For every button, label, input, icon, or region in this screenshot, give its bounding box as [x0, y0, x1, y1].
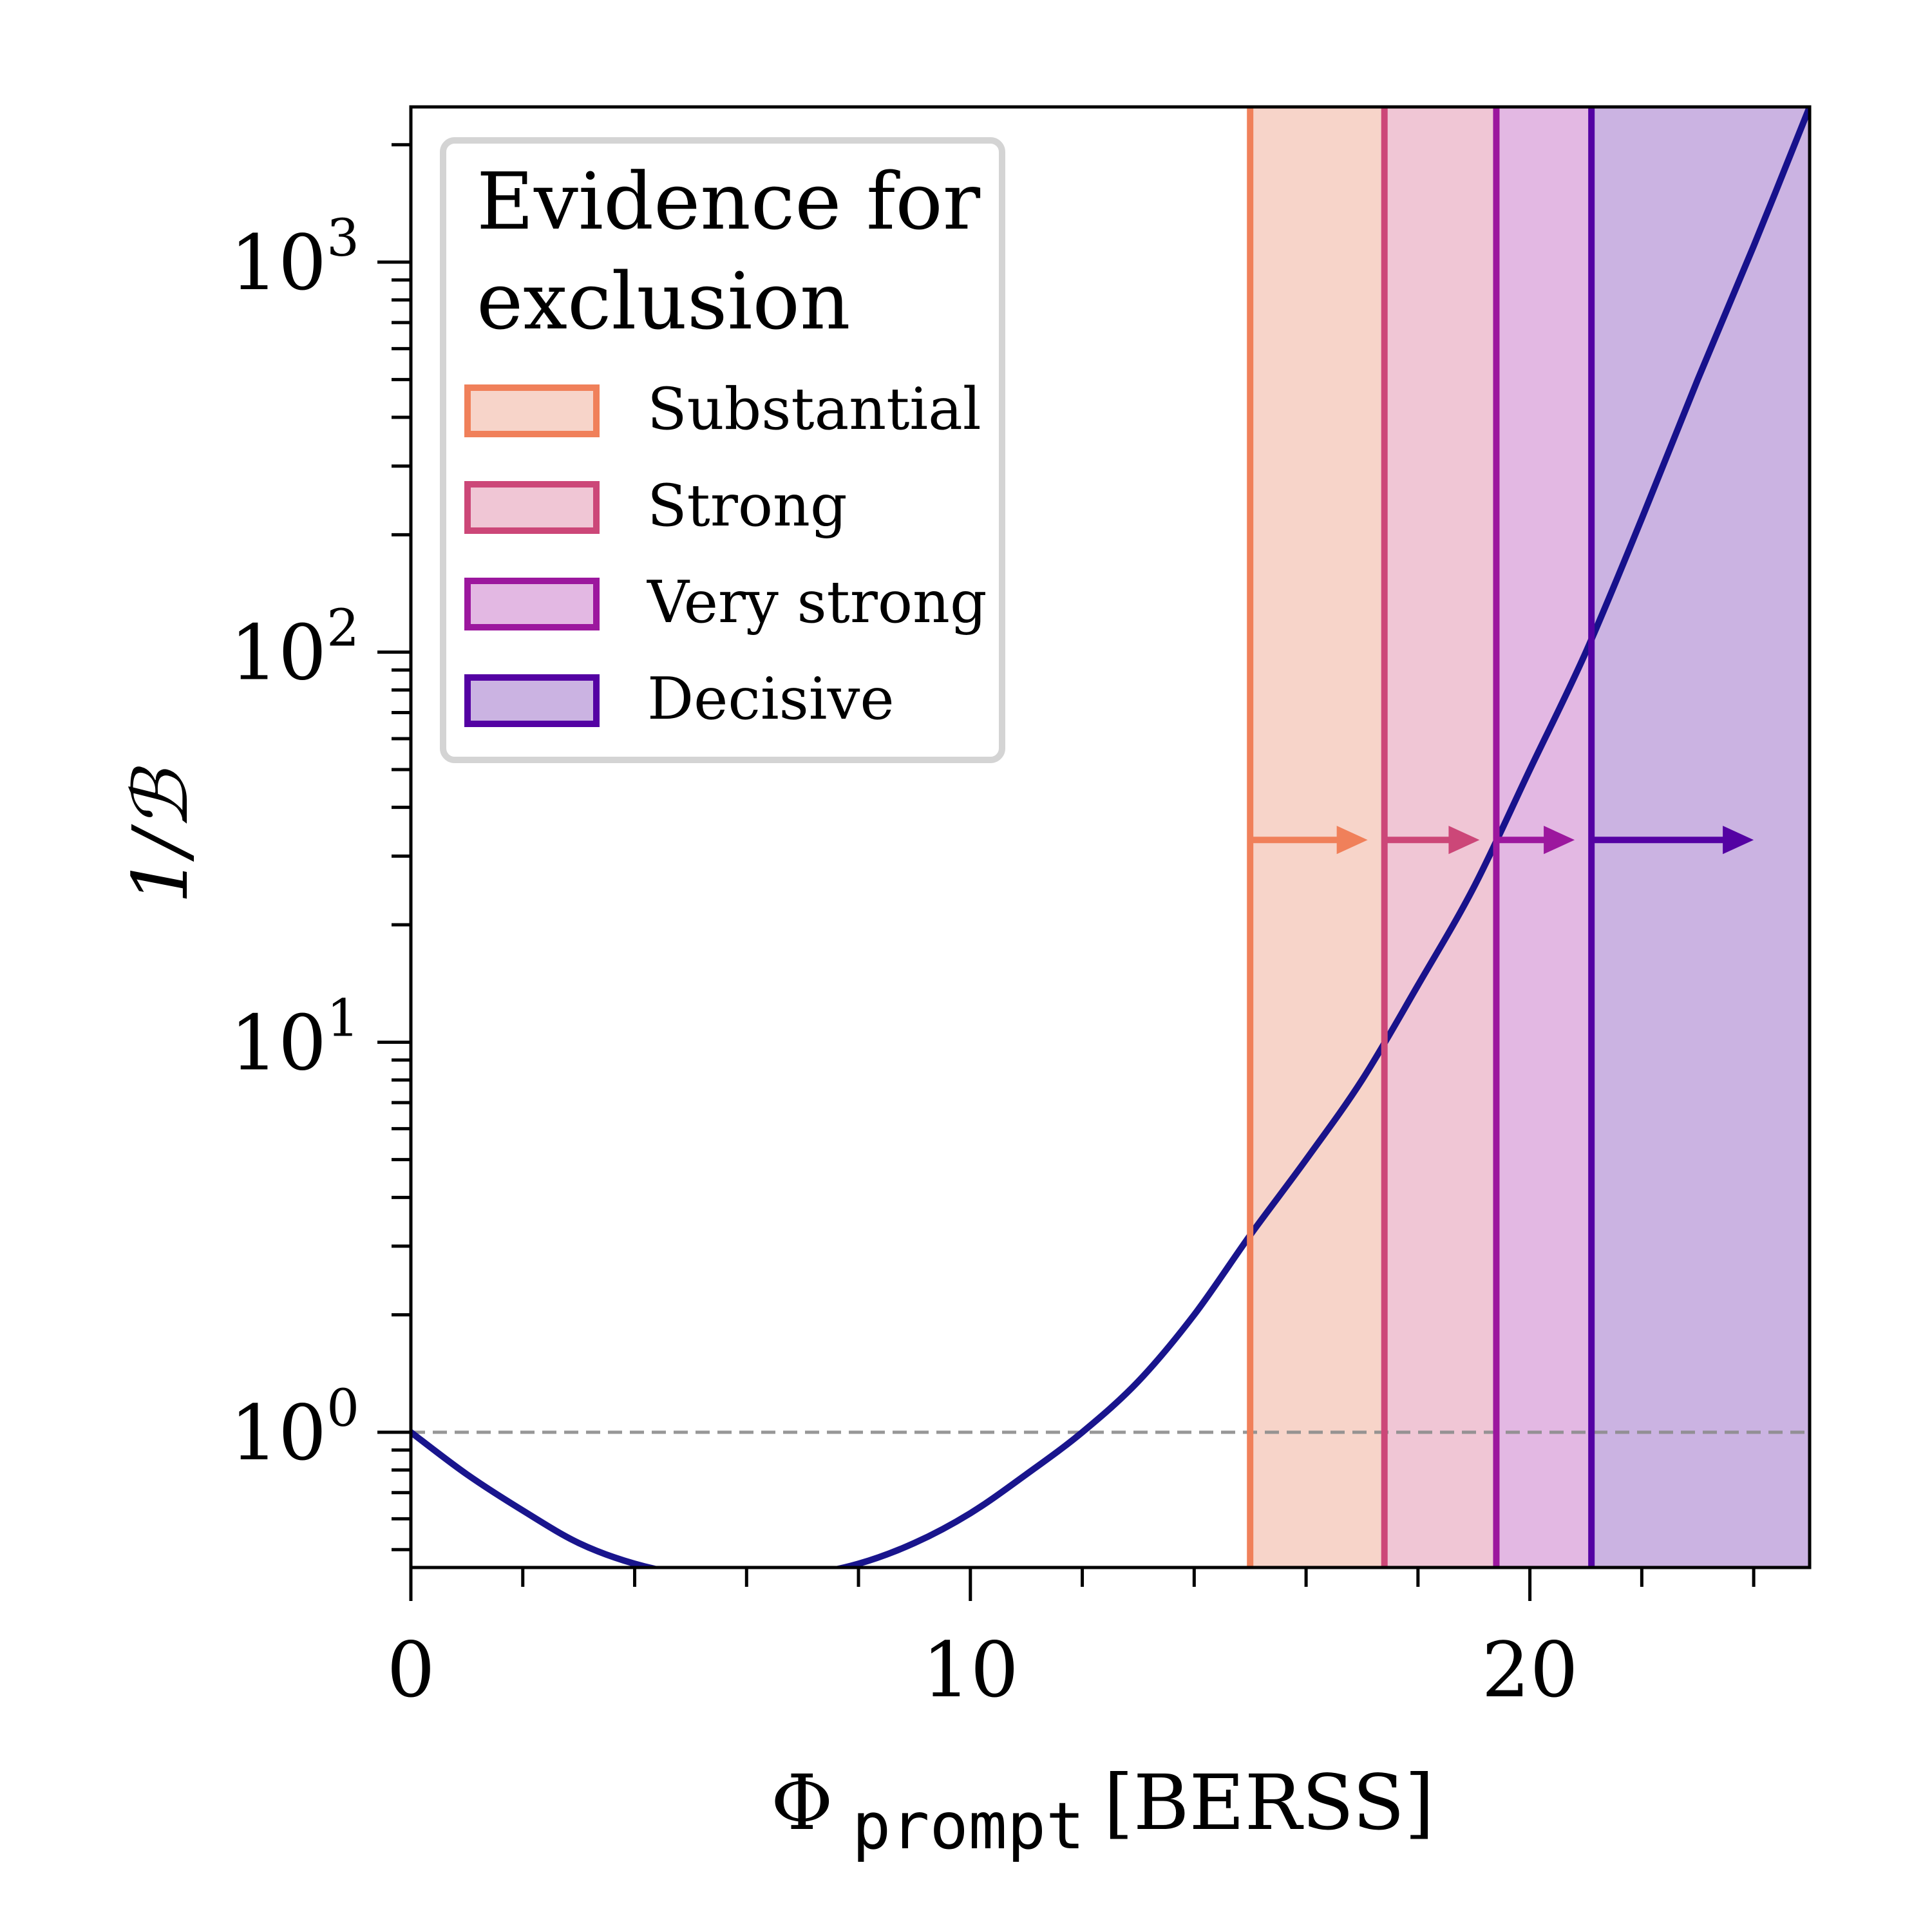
arrow-substantial — [1250, 826, 1368, 855]
arrow-head — [1723, 826, 1754, 855]
y-tick-base: 10 — [230, 998, 327, 1087]
arrow-head — [1544, 826, 1575, 855]
arrow-very-strong — [1496, 826, 1575, 855]
y-tick-exponent: 3 — [327, 208, 359, 268]
threshold-arrows — [1250, 826, 1754, 855]
x-axis-label-subscript: prompt — [852, 1788, 1084, 1864]
x-axis-ticks: 0 10 20 — [386, 1567, 1756, 1714]
y-tick-exponent: 1 — [327, 988, 359, 1048]
y-tick-exponent: 0 — [327, 1378, 359, 1438]
legend-swatch — [464, 674, 600, 727]
x-tick-label: 20 — [1482, 1625, 1578, 1714]
y-axis-label: 1/ℬ — [116, 766, 205, 904]
x-axis-label-unit: [BERSS] — [1104, 1758, 1434, 1847]
x-tick-label: 10 — [922, 1625, 1019, 1714]
legend-items: Substantial Strong Very strong Decisive — [464, 375, 987, 733]
x-axis-label: Φ prompt [BERSS] — [771, 1758, 1434, 1865]
y-tick-label: 102 — [230, 598, 359, 697]
arrow-head — [1448, 826, 1480, 855]
legend-label: Very strong — [647, 569, 987, 636]
legend-swatch — [464, 481, 600, 534]
legend-title-line1: Evidence for — [477, 156, 981, 247]
legend-label: Strong — [647, 472, 848, 540]
arrow-strong — [1384, 826, 1480, 855]
legend-title-line2: exclusion — [477, 256, 851, 347]
x-axis-label-symbol: Φ — [771, 1758, 833, 1847]
plot-frame — [409, 105, 1812, 1569]
legend-item-strong: Strong — [464, 472, 848, 540]
y-tick-base: 10 — [230, 218, 327, 307]
arrow-decisive — [1591, 826, 1754, 855]
y-tick-label: 103 — [230, 208, 359, 307]
y-tick-label: 100 — [230, 1378, 359, 1477]
series-line-0 — [411, 107, 1810, 1567]
y-tick-label: 101 — [230, 988, 359, 1087]
y-tick-base: 10 — [230, 609, 327, 697]
x-tick-label: 0 — [386, 1625, 435, 1714]
y-tick-base: 10 — [230, 1388, 327, 1477]
y-tick-exponent: 2 — [327, 598, 359, 658]
arrow-head — [1336, 826, 1368, 855]
curve-group — [411, 107, 1810, 1567]
legend-item-very-strong: Very strong — [464, 569, 987, 636]
legend-swatch — [464, 384, 600, 437]
legend-item-substantial: Substantial — [464, 375, 981, 443]
legend: Evidence for exclusion Substantial Strong… — [440, 137, 1005, 763]
legend-label: Decisive — [647, 665, 895, 733]
legend-swatch — [464, 578, 600, 630]
legend-item-decisive: Decisive — [464, 665, 895, 733]
legend-label: Substantial — [647, 375, 981, 443]
